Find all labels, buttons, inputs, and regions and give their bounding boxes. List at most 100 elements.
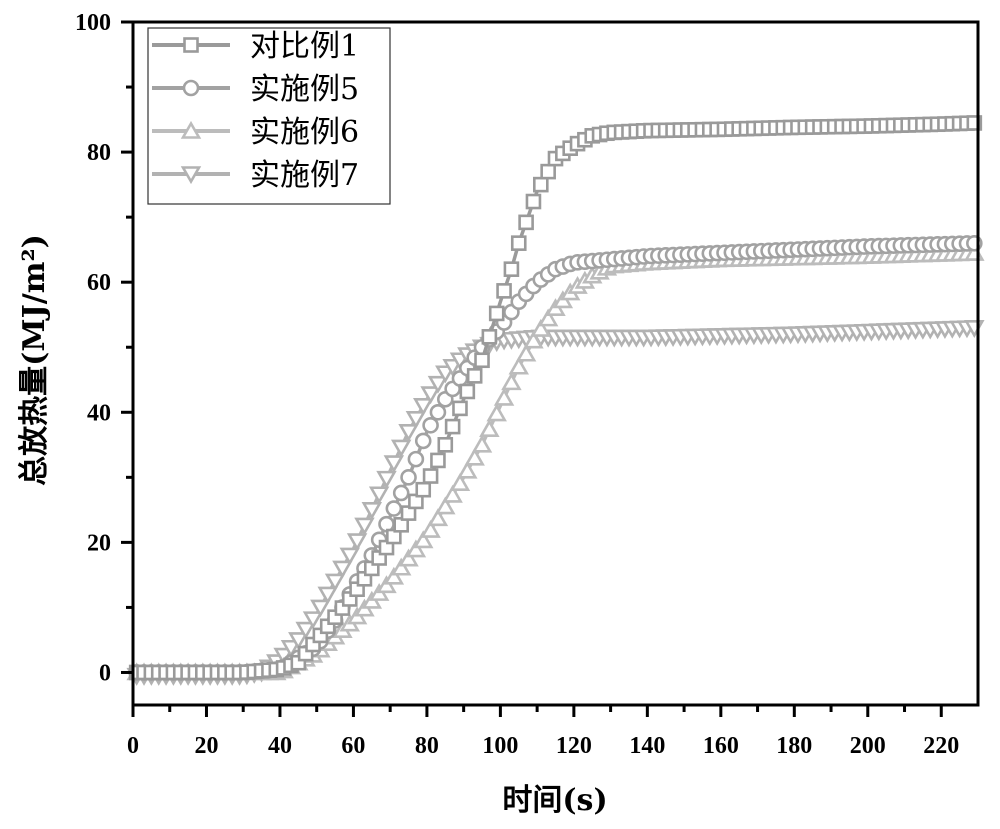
data-point-marker bbox=[496, 283, 512, 299]
data-point-marker bbox=[481, 329, 498, 345]
data-point-marker bbox=[429, 403, 447, 421]
data-point-marker bbox=[457, 460, 478, 479]
y-axis-title: 总放热量(MJ/m²) bbox=[17, 234, 52, 486]
y-tick-label: 20 bbox=[87, 530, 111, 556]
data-point-marker bbox=[332, 560, 353, 579]
data-point-marker bbox=[437, 437, 454, 453]
data-point-marker bbox=[435, 496, 456, 515]
data-point-marker bbox=[339, 547, 361, 566]
legend-label: 实施例5 bbox=[250, 72, 359, 107]
data-point-marker bbox=[530, 318, 552, 337]
data-point-marker bbox=[510, 235, 527, 251]
series-square bbox=[128, 115, 983, 681]
x-tick-label: 60 bbox=[341, 733, 365, 759]
series-line bbox=[133, 121, 979, 675]
data-point-marker bbox=[414, 432, 432, 450]
data-point-marker bbox=[383, 566, 405, 585]
data-point-marker bbox=[459, 383, 476, 400]
x-tick-label: 160 bbox=[703, 733, 739, 759]
series-triangle-up bbox=[126, 242, 985, 681]
legend-item: 实施例6 bbox=[152, 115, 359, 150]
legend-label: 实施例6 bbox=[250, 115, 359, 150]
legend-item: 实施例7 bbox=[152, 158, 359, 193]
series-layer bbox=[126, 115, 985, 686]
data-point-marker bbox=[422, 416, 439, 434]
x-axis-title: 时间(s) bbox=[502, 783, 607, 818]
legend-label: 对比例1 bbox=[250, 29, 359, 64]
data-point-marker bbox=[523, 330, 544, 349]
x-tick-label: 20 bbox=[194, 733, 218, 759]
data-point-marker bbox=[368, 486, 390, 505]
data-point-marker bbox=[427, 508, 449, 527]
data-point-marker bbox=[280, 639, 302, 658]
legend-item: 实施例5 bbox=[152, 72, 359, 107]
data-point-marker bbox=[361, 502, 383, 520]
x-tick-label: 0 bbox=[127, 733, 139, 759]
data-point-marker bbox=[508, 356, 530, 375]
data-point-marker bbox=[442, 484, 463, 503]
data-point-marker bbox=[449, 473, 471, 491]
series-triangle-down bbox=[126, 320, 985, 686]
axes-layer: 0 20 40 60 80 100 120 140 160 180 200 220 0 20 40 60 80 1… bbox=[75, 10, 959, 759]
data-point-marker bbox=[430, 452, 446, 469]
legend-triangle-up-icon bbox=[180, 120, 202, 139]
data-point-marker bbox=[412, 530, 434, 549]
x-tick-label: 80 bbox=[415, 733, 439, 759]
data-point-marker bbox=[420, 386, 441, 405]
data-point-marker bbox=[398, 423, 419, 442]
data-point-marker bbox=[420, 519, 441, 538]
data-point-marker bbox=[427, 375, 449, 394]
data-point-marker bbox=[310, 599, 331, 618]
data-point-marker bbox=[390, 557, 412, 576]
x-tick-label: 200 bbox=[850, 733, 886, 759]
data-point-marker bbox=[302, 611, 324, 630]
data-point-marker bbox=[474, 352, 490, 369]
legend-triangle-down-icon bbox=[180, 166, 202, 185]
x-tick-label: 120 bbox=[556, 733, 592, 759]
data-point-marker bbox=[422, 468, 439, 484]
data-point-marker bbox=[466, 368, 483, 384]
data-point-marker bbox=[493, 387, 515, 406]
plot-frame bbox=[131, 20, 980, 707]
data-point-marker bbox=[444, 418, 461, 435]
y-tick-label: 0 bbox=[99, 660, 111, 686]
y-tick-label: 80 bbox=[87, 140, 111, 166]
data-point-marker bbox=[464, 447, 485, 466]
data-point-marker bbox=[376, 575, 397, 594]
data-point-marker bbox=[405, 410, 427, 429]
legend-item: 对比例1 bbox=[152, 29, 359, 64]
data-point-marker bbox=[452, 400, 468, 417]
data-point-marker bbox=[354, 517, 375, 536]
x-tick-label: 40 bbox=[268, 733, 292, 759]
data-point-marker bbox=[515, 343, 537, 362]
data-point-marker bbox=[501, 372, 522, 391]
data-point-marker bbox=[533, 176, 549, 193]
data-point-marker bbox=[390, 439, 412, 458]
data-point-marker bbox=[288, 632, 309, 651]
x-tick-label: 180 bbox=[776, 733, 812, 759]
data-point-marker bbox=[317, 586, 338, 605]
data-point-marker bbox=[383, 455, 405, 474]
data-point-marker bbox=[503, 261, 520, 277]
data-point-marker bbox=[471, 434, 493, 453]
x-tick-label: 220 bbox=[923, 733, 959, 759]
data-point-marker bbox=[405, 539, 427, 558]
data-point-marker bbox=[324, 573, 346, 592]
data-point-marker bbox=[385, 500, 403, 517]
data-point-marker bbox=[412, 397, 434, 416]
y-tick-label: 100 bbox=[75, 10, 111, 36]
legend-circle-icon bbox=[182, 79, 200, 97]
legend-square-icon bbox=[183, 37, 199, 53]
legend: 对比例1 实施例5 实施例6 实施例7 bbox=[147, 27, 391, 205]
data-point-marker bbox=[415, 481, 432, 498]
data-point-marker bbox=[295, 621, 316, 640]
data-point-marker bbox=[346, 533, 368, 552]
series-line bbox=[133, 325, 979, 678]
data-point-marker bbox=[488, 305, 505, 322]
x-tick-label: 140 bbox=[629, 733, 665, 759]
x-tick-label: 100 bbox=[482, 733, 518, 759]
data-point-marker bbox=[479, 419, 500, 437]
data-point-marker bbox=[392, 484, 410, 502]
y-tick-label: 60 bbox=[87, 270, 111, 296]
